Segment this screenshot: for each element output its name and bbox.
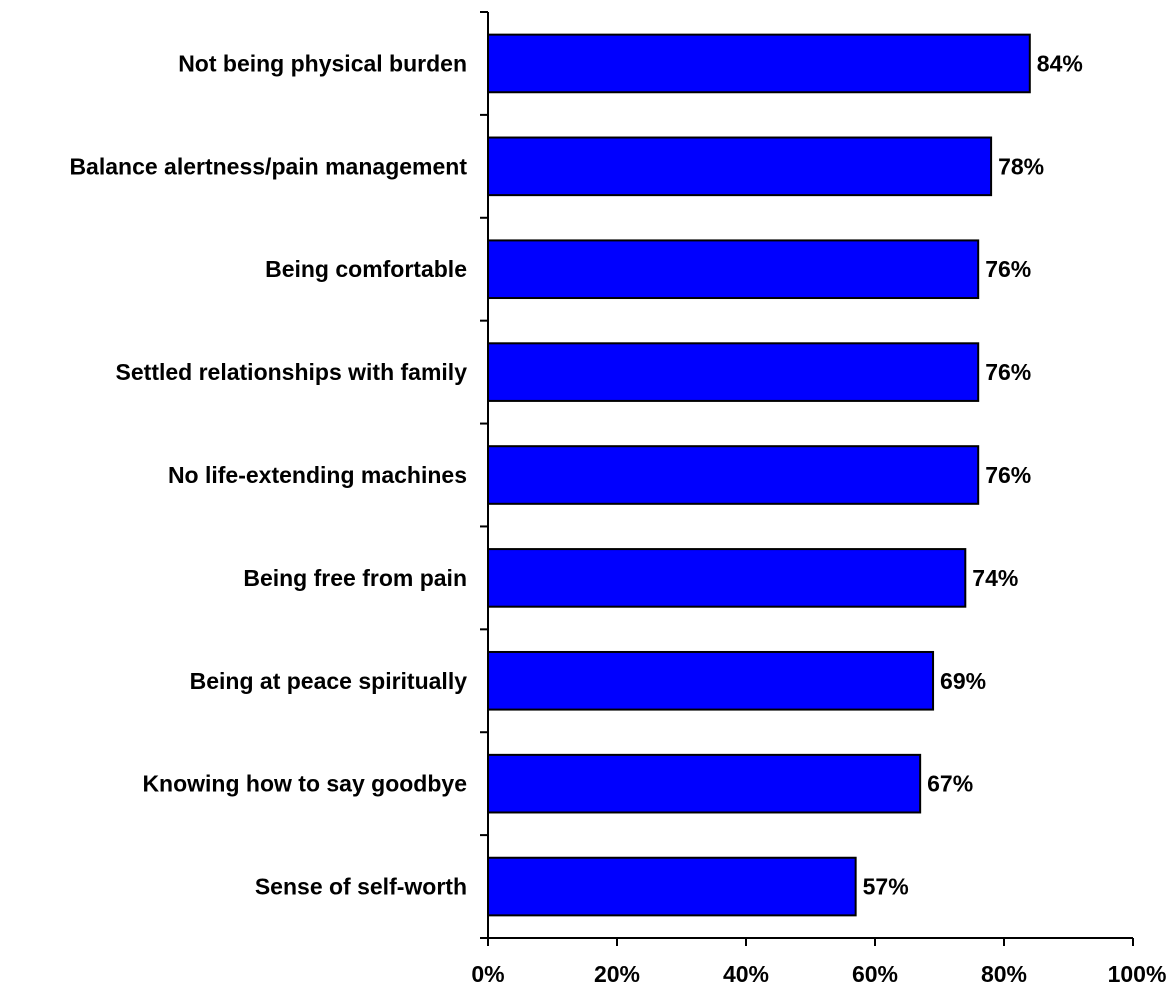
bars-group (487, 33, 1031, 917)
bar (487, 342, 980, 402)
category-label: Settled relationships with family (116, 359, 468, 385)
x-tick-label: 40% (723, 961, 769, 987)
bar-value-label: 67% (927, 771, 973, 797)
x-tick-label: 20% (594, 961, 640, 987)
bar-value-label: 84% (1037, 50, 1083, 76)
bar (487, 33, 1031, 94)
category-label: Being at peace spiritually (190, 668, 468, 694)
bar (487, 856, 857, 917)
category-label: Being free from pain (243, 565, 467, 591)
bar-value-label: 78% (998, 153, 1044, 179)
category-label: Knowing how to say goodbye (142, 771, 467, 797)
bar (487, 239, 980, 300)
value-labels-group: 84% 78% 76% 76% 76% 74% 69% 67% 57% (863, 50, 1083, 899)
category-label: Sense of self-worth (255, 874, 467, 900)
bar (487, 753, 922, 814)
x-tick-label: 100% (1108, 961, 1167, 987)
x-tick-label: 60% (852, 961, 898, 987)
bar-value-label: 76% (985, 256, 1031, 282)
bar-value-label: 76% (985, 359, 1031, 385)
x-tick-label: 0% (471, 961, 504, 987)
category-label: Balance alertness/pain management (69, 153, 467, 179)
bar (487, 136, 993, 197)
bar-value-label: 74% (972, 565, 1018, 591)
x-tick-label: 80% (981, 961, 1027, 987)
ticks-group: 0% 20% 40% 60% 80% 100% (471, 11, 1167, 987)
bar-value-label: 69% (940, 668, 986, 694)
bar-value-label: 76% (985, 462, 1031, 488)
bar (487, 548, 967, 608)
category-label: No life-extending machines (168, 462, 467, 488)
category-labels-group: Not being physical burden Balance alertne… (69, 50, 467, 899)
axes-group (487, 12, 1133, 939)
bar (487, 650, 935, 711)
category-label: Not being physical burden (178, 50, 467, 76)
bar-value-label: 57% (863, 874, 909, 900)
bar (487, 445, 980, 505)
category-label: Being comfortable (265, 256, 467, 282)
